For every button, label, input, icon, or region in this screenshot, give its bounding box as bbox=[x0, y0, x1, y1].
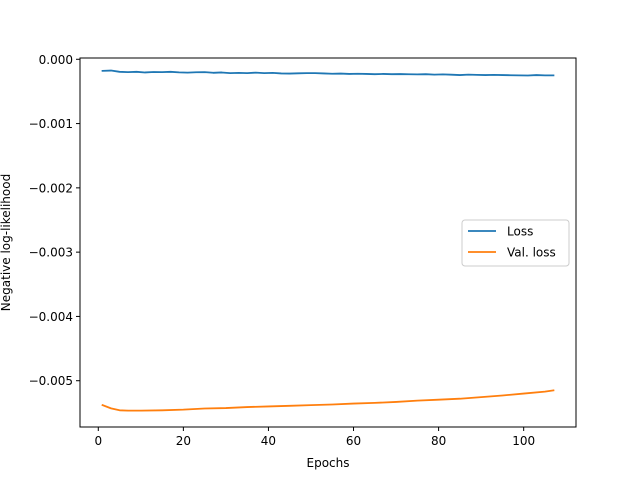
axes-frame bbox=[79, 57, 577, 428]
x-tick-label: 80 bbox=[431, 434, 446, 448]
legend-label-loss: Loss bbox=[507, 225, 533, 239]
x-axis-label: Epochs bbox=[307, 456, 350, 470]
y-tick-label: −0.001 bbox=[29, 117, 73, 131]
legend-label-val-loss: Val. loss bbox=[507, 246, 556, 260]
y-axis-label: Negative log-likelihood bbox=[0, 174, 13, 311]
legend: Loss Val. loss bbox=[461, 219, 570, 267]
series-line-val-loss bbox=[101, 389, 555, 412]
x-tick-label: 100 bbox=[512, 434, 535, 448]
x-tick-label: 40 bbox=[261, 434, 276, 448]
x-tick-label: 0 bbox=[94, 434, 102, 448]
series-line-loss bbox=[101, 69, 555, 77]
y-tick-label: −0.005 bbox=[29, 374, 73, 388]
y-tick-label: −0.003 bbox=[29, 246, 73, 260]
y-tick-label: −0.002 bbox=[29, 181, 73, 195]
y-tick-label: −0.004 bbox=[29, 310, 73, 324]
x-tick-label: 20 bbox=[176, 434, 191, 448]
y-tick-label: 0.000 bbox=[39, 53, 73, 67]
x-tick-label: 60 bbox=[346, 434, 361, 448]
